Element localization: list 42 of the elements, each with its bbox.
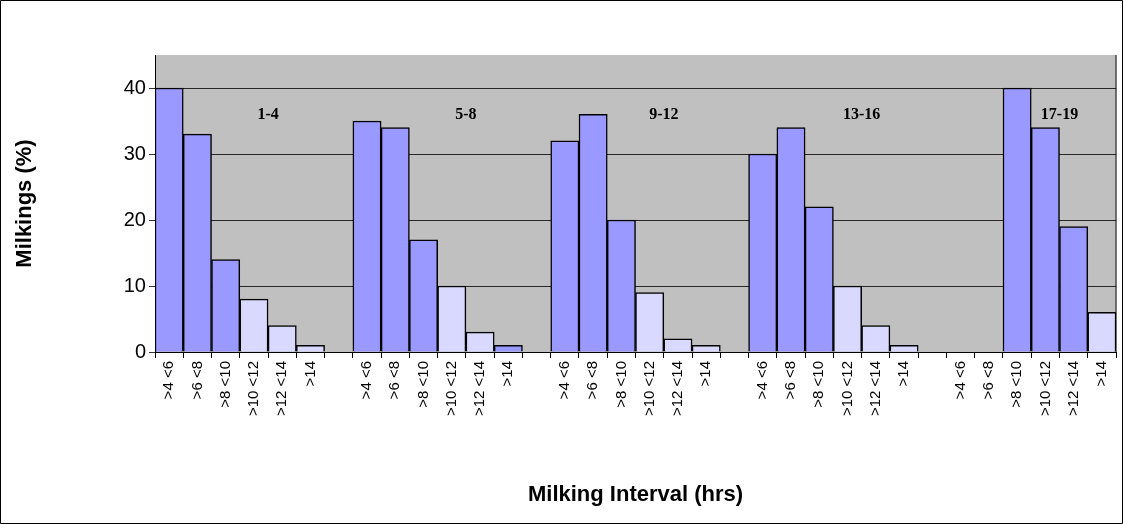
x-tick-label: >14 bbox=[300, 361, 318, 387]
annotation: 1-4 bbox=[257, 104, 279, 122]
x-tick-label: >10 <12 bbox=[639, 361, 657, 417]
x-tick-label: >12 <14 bbox=[470, 361, 488, 417]
y-tick-label: 30 bbox=[123, 141, 146, 164]
y-tick-label: 10 bbox=[123, 273, 146, 296]
annotation: 5-8 bbox=[455, 104, 477, 122]
x-tick-label: >12 <14 bbox=[668, 361, 686, 417]
annotation: 13-16 bbox=[842, 104, 881, 122]
x-axis-title: Milking Interval (hrs) bbox=[527, 480, 744, 506]
x-tick-label: >8 <10 bbox=[809, 361, 827, 408]
x-tick-label: >6 <8 bbox=[187, 361, 205, 400]
x-tick-label: >8 <10 bbox=[611, 361, 629, 408]
x-tick-label: >4 <6 bbox=[159, 361, 177, 400]
x-tick-label: >8 <10 bbox=[215, 361, 233, 408]
y-tick-label: 20 bbox=[123, 207, 146, 230]
x-tick-label: >4 <6 bbox=[752, 361, 770, 400]
y-tick-label: 0 bbox=[134, 339, 146, 362]
x-tick-label: >10 <12 bbox=[244, 361, 262, 417]
x-tick-label: >8 <10 bbox=[1007, 361, 1025, 408]
x-tick-label: >14 bbox=[696, 361, 714, 387]
x-tick-label: >6 <8 bbox=[385, 361, 403, 400]
x-tick-label: >12 <14 bbox=[865, 361, 883, 417]
x-tick-label: >12 <14 bbox=[272, 361, 290, 417]
x-tick-label: >4 <6 bbox=[950, 361, 968, 400]
x-tick-label: >12 <14 bbox=[1063, 361, 1081, 417]
x-tick-label: >4 <6 bbox=[357, 361, 375, 400]
annotation: 9-12 bbox=[649, 104, 679, 122]
x-tick-label: >6 <8 bbox=[781, 361, 799, 400]
x-tick-label: >6 <8 bbox=[978, 361, 996, 400]
x-tick-label: >6 <8 bbox=[583, 361, 601, 400]
x-tick-label: >14 bbox=[894, 361, 912, 387]
x-tick-label: >4 <6 bbox=[555, 361, 572, 400]
x-tick-label: >14 bbox=[1092, 361, 1110, 387]
y-tick-label: 40 bbox=[123, 75, 146, 98]
x-tick-label: >8 <10 bbox=[413, 361, 431, 408]
x-tick-label: >14 bbox=[498, 361, 516, 387]
x-tick-label: >10 <12 bbox=[441, 361, 459, 417]
x-tick-label: >10 <12 bbox=[837, 361, 855, 417]
annotation: 17-19 bbox=[1040, 104, 1079, 122]
y-axis-title: Milkings (%) bbox=[11, 139, 37, 268]
x-tick-label: >10 <12 bbox=[1035, 361, 1053, 417]
